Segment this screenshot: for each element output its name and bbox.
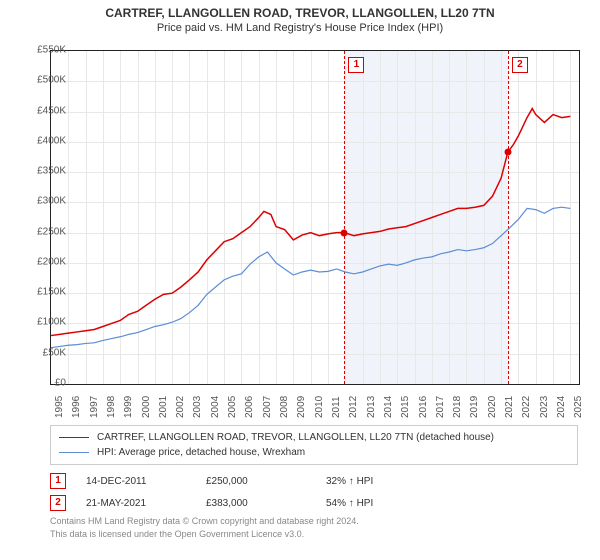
x-axis-label: 2016 [418,396,429,418]
plot-svg [51,51,579,384]
legend-item-hpi: HPI: Average price, detached house, Wrex… [59,445,569,460]
legend-label: CARTREF, LLANGOLLEN ROAD, TREVOR, LLANGO… [97,432,494,443]
series-line-property [51,109,570,336]
sale-price: £383,000 [206,498,326,509]
legend: CARTREF, LLANGOLLEN ROAD, TREVOR, LLANGO… [50,425,578,465]
sale-row-marker: 1 [50,473,66,489]
y-axis-label: £100K [37,317,66,328]
x-axis-label: 2020 [487,396,498,418]
y-axis-label: £0 [55,378,66,389]
chart-title: CARTREF, LLANGOLLEN ROAD, TREVOR, LLANGO… [0,0,600,20]
series-line-hpi [51,207,570,347]
sales-table: 1 14-DEC-2011£250,00032% ↑ HPI 2 21-MAY-202… [50,470,578,514]
x-axis-label: 2003 [192,396,203,418]
x-axis-label: 2009 [296,396,307,418]
sale-row-marker: 2 [50,495,66,511]
y-axis-label: £300K [37,196,66,207]
sale-price: £250,000 [206,476,326,487]
x-axis-label: 2024 [556,396,567,418]
x-axis-label: 2011 [331,396,342,418]
y-axis-label: £400K [37,135,66,146]
x-axis-label: 2007 [262,396,273,418]
y-axis-label: £150K [37,287,66,298]
y-axis-label: £200K [37,256,66,267]
y-axis-label: £450K [37,105,66,116]
x-axis-label: 2025 [573,396,584,418]
x-axis-label: 2000 [141,396,152,418]
sale-row: 2 21-MAY-2021£383,00054% ↑ HPI [50,492,578,514]
x-axis-label: 2014 [383,396,394,418]
footer-line: This data is licensed under the Open Gov… [50,528,359,541]
x-axis-label: 2021 [504,396,515,418]
sale-date: 14-DEC-2011 [86,476,206,487]
chart-plot-area: 12 [50,50,580,385]
x-axis-label: 2022 [521,396,532,418]
legend-item-property: CARTREF, LLANGOLLEN ROAD, TREVOR, LLANGO… [59,430,569,445]
x-axis-label: 2001 [158,396,169,418]
x-axis-label: 2019 [469,396,480,418]
x-axis-label: 2004 [210,396,221,418]
x-axis-label: 2012 [348,396,359,418]
x-axis-label: 2002 [175,396,186,418]
x-axis-label: 2008 [279,396,290,418]
footer-line: Contains HM Land Registry data © Crown c… [50,515,359,528]
sale-hpi-pct: 54% ↑ HPI [326,498,446,509]
footer-attribution: Contains HM Land Registry data © Crown c… [50,515,359,540]
y-axis-label: £500K [37,75,66,86]
y-axis-label: £50K [43,347,66,358]
sale-point [341,229,348,236]
x-axis-label: 2017 [435,396,446,418]
x-axis-label: 1998 [106,396,117,418]
sale-point [504,149,511,156]
x-axis-label: 2005 [227,396,238,418]
x-axis-label: 1995 [54,396,65,418]
x-axis-label: 2018 [452,396,463,418]
chart-subtitle: Price paid vs. HM Land Registry's House … [0,20,600,34]
legend-label: HPI: Average price, detached house, Wrex… [97,447,305,458]
y-axis-label: £550K [37,45,66,56]
x-axis-label: 2006 [244,396,255,418]
y-axis-label: £250K [37,226,66,237]
y-axis-label: £350K [37,166,66,177]
x-axis-label: 1997 [89,396,100,418]
sale-row: 1 14-DEC-2011£250,00032% ↑ HPI [50,470,578,492]
x-axis-label: 1999 [123,396,134,418]
x-axis-label: 2010 [314,396,325,418]
x-axis-label: 2013 [366,396,377,418]
x-axis-label: 2015 [400,396,411,418]
sale-date: 21-MAY-2021 [86,498,206,509]
x-axis-label: 2023 [539,396,550,418]
sale-hpi-pct: 32% ↑ HPI [326,476,446,487]
x-axis-label: 1996 [71,396,82,418]
